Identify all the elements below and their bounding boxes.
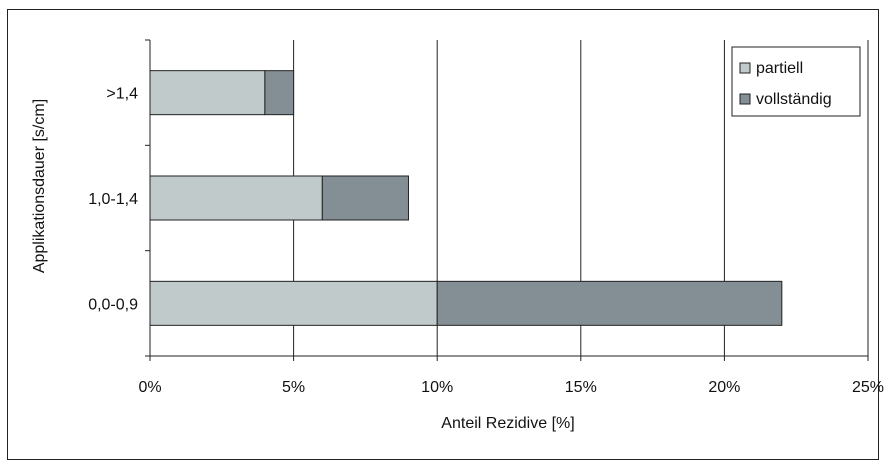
bar-segment-partiell <box>149 175 323 221</box>
legend-swatch <box>739 62 751 74</box>
y-tick-label: 0,0-0,9 <box>88 296 138 313</box>
bars <box>149 70 783 326</box>
x-tick-label: 5% <box>282 379 305 396</box>
y-tick-label: >1,4 <box>106 86 138 103</box>
x-tick-labels: 0% 5% 10% 15% 20% 25% <box>138 379 884 396</box>
legend-label: partiell <box>756 60 803 77</box>
bar-segment-vollstaendig <box>264 70 295 116</box>
y-tick-label: 1,0-1,4 <box>88 191 138 208</box>
x-tick-label: 15% <box>565 379 597 396</box>
x-tick-label: 25% <box>852 379 884 396</box>
legend-label: vollständig <box>756 91 832 108</box>
bar-segment-vollstaendig <box>436 280 783 326</box>
legend-box <box>731 46 861 117</box>
bar-segment-vollstaendig <box>321 175 409 221</box>
x-axis-title: Anteil Rezidive [%] <box>441 415 574 432</box>
bar-segment-partiell <box>149 280 438 326</box>
y-tick-labels: >1,4 1,0-1,4 0,0-0,9 <box>88 86 138 314</box>
x-tick-label: 0% <box>138 379 161 396</box>
bar-segment-partiell <box>149 70 266 116</box>
x-tick-label: 10% <box>421 379 453 396</box>
legend-swatch <box>739 93 751 105</box>
y-axis-title: Applikationsdauer [s/cm] <box>31 99 48 273</box>
legend: partiell vollständig <box>731 46 861 117</box>
x-tick-label: 20% <box>708 379 740 396</box>
axes <box>145 39 869 361</box>
